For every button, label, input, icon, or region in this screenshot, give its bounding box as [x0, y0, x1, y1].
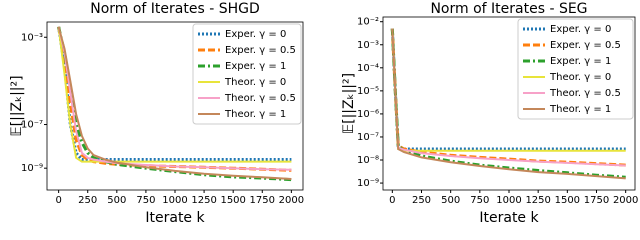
y-tick-label: 10⁻⁴ [357, 63, 379, 74]
x-tick-label: 750 [136, 195, 155, 206]
y-axis-label: 𝔼[||Zₖ||²] [341, 73, 357, 134]
x-tick-label: 1500 [220, 195, 245, 206]
x-tick-label: 1250 [191, 195, 216, 206]
series-line [57, 26, 292, 180]
x-tick-label: 1000 [496, 195, 521, 206]
x-axis-label: Iterate k [479, 210, 539, 226]
x-tick-label: 0 [389, 195, 395, 206]
figure: Norm of Iterates - SHGD Iterate k 𝔼[||Zₖ||… [9, 1, 638, 226]
legend-label: Exper. γ = 0 [550, 24, 611, 35]
legend-label: Exper. γ = 0 [225, 29, 286, 40]
x-tick-label: 0 [55, 195, 61, 206]
subplot: Norm of Iterates - SHGD Iterate k 𝔼[||Zₖ||… [9, 1, 304, 226]
plot-frame [46, 21, 304, 191]
legend-label: Exper. γ = 1 [550, 56, 611, 67]
y-tick-label: 10⁻² [357, 17, 379, 28]
legend-label: Theor. γ = 1 [224, 109, 286, 120]
chart-title: Norm of Iterates - SHGD [90, 1, 260, 17]
x-tick-label: 500 [107, 195, 126, 206]
x-tick-label: 1500 [555, 195, 580, 206]
series-line [57, 26, 292, 171]
legend-label: Theor. γ = 0.5 [224, 93, 296, 104]
legend-label: Theor. γ = 1 [549, 104, 611, 115]
x-tick-label: 1750 [584, 195, 609, 206]
y-tick-label: 10⁻⁹ [357, 178, 379, 189]
plot-frame [382, 16, 636, 191]
y-tick-label: 10⁻³ [357, 40, 379, 51]
x-tick-label: 1250 [525, 195, 550, 206]
y-tick-label: 10⁻⁸ [357, 155, 379, 166]
chart-title: Norm of Iterates - SEG [430, 1, 587, 17]
legend-label: Theor. γ = 0 [224, 77, 286, 88]
legend-label: Exper. γ = 0.5 [550, 40, 621, 51]
x-tick-label: 2000 [279, 195, 304, 206]
legend-label: Theor. γ = 0 [549, 72, 611, 83]
y-tick-label: 10⁻⁹ [21, 163, 43, 174]
x-axis-label: Iterate k [145, 210, 205, 226]
y-tick-label: 10⁻⁶ [357, 109, 379, 120]
y-tick-label: 10⁻⁵ [357, 86, 379, 97]
x-tick-label: 1000 [162, 195, 187, 206]
x-tick-label: 250 [78, 195, 97, 206]
subplot: Norm of Iterates - SEG Iterate k 𝔼[||Zₖ||²… [341, 1, 638, 226]
legend-label: Exper. γ = 1 [225, 61, 286, 72]
x-tick-label: 500 [441, 195, 460, 206]
x-tick-label: 2000 [613, 195, 638, 206]
y-axis-label: 𝔼[||Zₖ||²] [9, 75, 25, 136]
x-tick-label: 750 [470, 195, 489, 206]
x-tick-label: 250 [412, 195, 431, 206]
series-line [391, 28, 626, 180]
legend-label: Theor. γ = 0.5 [549, 88, 621, 99]
x-tick-label: 1750 [250, 195, 275, 206]
y-tick-label: 10⁻³ [21, 32, 43, 43]
y-tick-label: 10⁻⁷ [357, 132, 379, 143]
y-tick-label: 10⁻⁷ [21, 120, 43, 131]
legend-label: Exper. γ = 0.5 [225, 45, 296, 56]
legend-box [517, 18, 634, 120]
